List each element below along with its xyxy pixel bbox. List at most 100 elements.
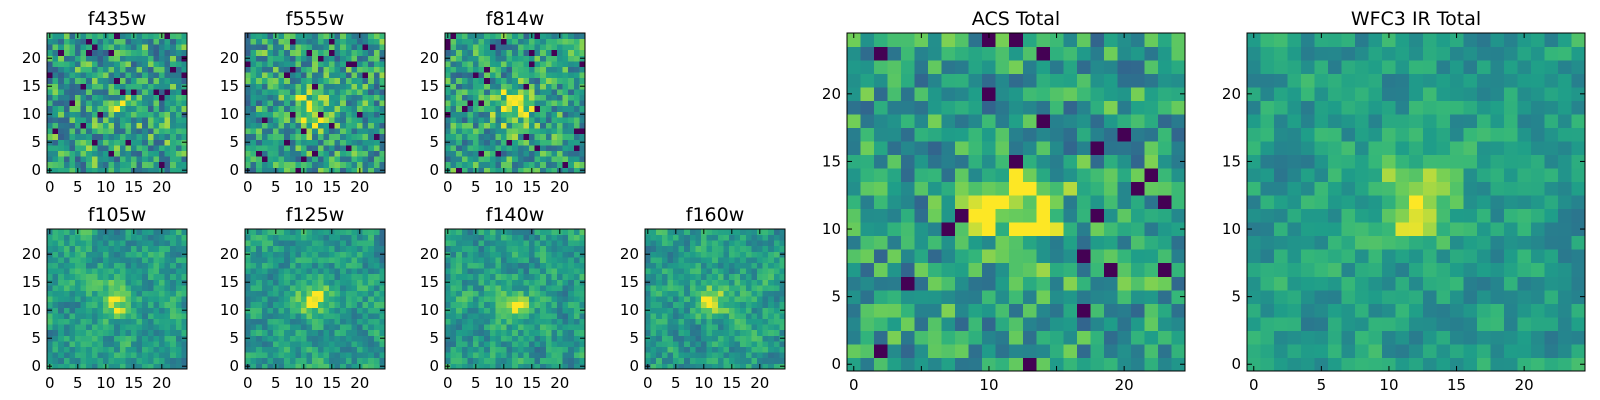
heatmap-cell xyxy=(114,150,121,157)
heatmap-cell xyxy=(125,324,132,331)
heatmap-cell xyxy=(489,313,496,319)
heatmap-cell xyxy=(329,94,335,101)
heatmap-cell xyxy=(306,77,313,84)
heatmap-cell xyxy=(461,363,468,370)
heatmap-cell xyxy=(368,262,375,269)
heatmap-cell xyxy=(373,313,380,319)
heatmap-cell xyxy=(379,296,386,303)
heatmap-cell xyxy=(1117,316,1132,331)
heatmap-cell xyxy=(701,329,707,336)
heatmap-cell xyxy=(52,89,59,95)
heatmap-cell xyxy=(579,234,586,241)
heatmap-cell xyxy=(573,285,580,291)
heatmap-cell xyxy=(701,279,707,286)
heatmap-cell xyxy=(914,235,929,250)
heatmap-cell xyxy=(250,89,257,95)
heatmap-cell xyxy=(650,268,657,275)
heatmap-cell xyxy=(147,268,154,275)
heatmap-cell xyxy=(506,257,513,263)
heatmap-cell xyxy=(450,245,457,252)
heatmap-cell xyxy=(295,111,302,118)
heatmap-cell xyxy=(181,156,188,163)
heatmap-cell xyxy=(125,262,132,269)
heatmap-cell xyxy=(529,100,535,107)
heatmap-cell xyxy=(450,335,457,342)
heatmap-cell xyxy=(289,307,296,314)
heatmap-cell xyxy=(1076,343,1091,358)
heatmap-cell xyxy=(119,167,126,174)
heatmap-cell xyxy=(712,357,719,364)
heatmap-cell xyxy=(142,301,149,308)
heatmap-cell xyxy=(887,168,902,183)
heatmap-cell xyxy=(357,296,363,303)
heatmap-cell xyxy=(1130,235,1145,250)
heatmap-cell xyxy=(914,195,929,210)
heatmap-cell xyxy=(256,133,263,140)
heatmap-cell xyxy=(723,352,730,359)
heatmap-cell xyxy=(261,72,268,79)
heatmap-cell xyxy=(557,335,563,342)
heatmap-cell xyxy=(501,357,507,364)
heatmap-cell xyxy=(273,72,279,79)
heatmap-cell xyxy=(529,117,535,123)
heatmap-cell xyxy=(874,289,888,304)
heatmap-cell xyxy=(456,285,463,291)
heatmap-cell xyxy=(170,111,177,118)
heatmap-cell xyxy=(729,285,735,291)
heatmap-cell xyxy=(689,268,696,275)
heatmap-cell xyxy=(289,329,296,336)
heatmap-cell xyxy=(860,222,875,237)
heatmap-cell xyxy=(108,307,115,314)
heatmap-cell xyxy=(667,234,674,241)
heatmap-cell xyxy=(153,290,160,297)
heatmap-cell xyxy=(159,313,165,319)
heatmap-cell xyxy=(373,38,380,45)
heatmap-cell xyxy=(75,145,81,151)
heatmap-cell xyxy=(284,122,291,129)
heatmap-cell xyxy=(534,262,541,269)
heatmap-cell xyxy=(312,262,319,269)
heatmap-cell xyxy=(86,72,93,79)
heatmap-cell xyxy=(295,105,302,112)
heatmap-cell xyxy=(278,139,285,146)
heatmap-cell xyxy=(334,105,341,112)
heatmap-cell xyxy=(456,77,463,84)
heatmap-cell xyxy=(159,301,165,308)
heatmap-cell xyxy=(301,335,307,342)
heatmap-cell xyxy=(982,235,997,250)
heatmap-cell xyxy=(357,44,363,51)
heatmap-cell xyxy=(445,240,451,247)
heatmap-cell xyxy=(63,341,70,347)
heatmap-cell xyxy=(317,229,324,235)
heatmap-cell xyxy=(512,234,519,241)
heatmap-cell xyxy=(256,161,263,168)
x-tick-label: 15 xyxy=(322,374,341,392)
heatmap-cell xyxy=(250,307,257,314)
heatmap-cell xyxy=(136,49,143,56)
heatmap-cell xyxy=(312,128,319,135)
heatmap-cell xyxy=(250,335,257,342)
heatmap-cell xyxy=(80,245,87,252)
heatmap-cell xyxy=(473,262,479,269)
heatmap-cell xyxy=(312,290,319,297)
panel-title: f814w xyxy=(486,8,545,30)
heatmap-cell xyxy=(534,341,541,347)
heatmap-cell xyxy=(941,154,956,169)
heatmap-cell xyxy=(495,357,502,364)
heatmap-cell xyxy=(69,307,76,314)
heatmap-cell xyxy=(351,296,358,303)
heatmap-cell xyxy=(1157,357,1172,372)
heatmap-cell xyxy=(159,139,165,146)
heatmap-cell xyxy=(540,128,547,135)
heatmap-cell xyxy=(489,44,496,51)
heatmap-cell xyxy=(445,273,451,280)
heatmap-cell xyxy=(351,150,358,157)
heatmap-cell xyxy=(568,234,575,241)
heatmap-cell xyxy=(267,335,274,342)
heatmap-cell xyxy=(1009,262,1024,277)
heatmap-cell xyxy=(289,313,296,319)
heatmap-cell xyxy=(357,245,363,252)
heatmap-cell xyxy=(142,55,149,62)
heatmap-cell xyxy=(445,72,451,79)
heatmap-cell xyxy=(317,49,324,56)
